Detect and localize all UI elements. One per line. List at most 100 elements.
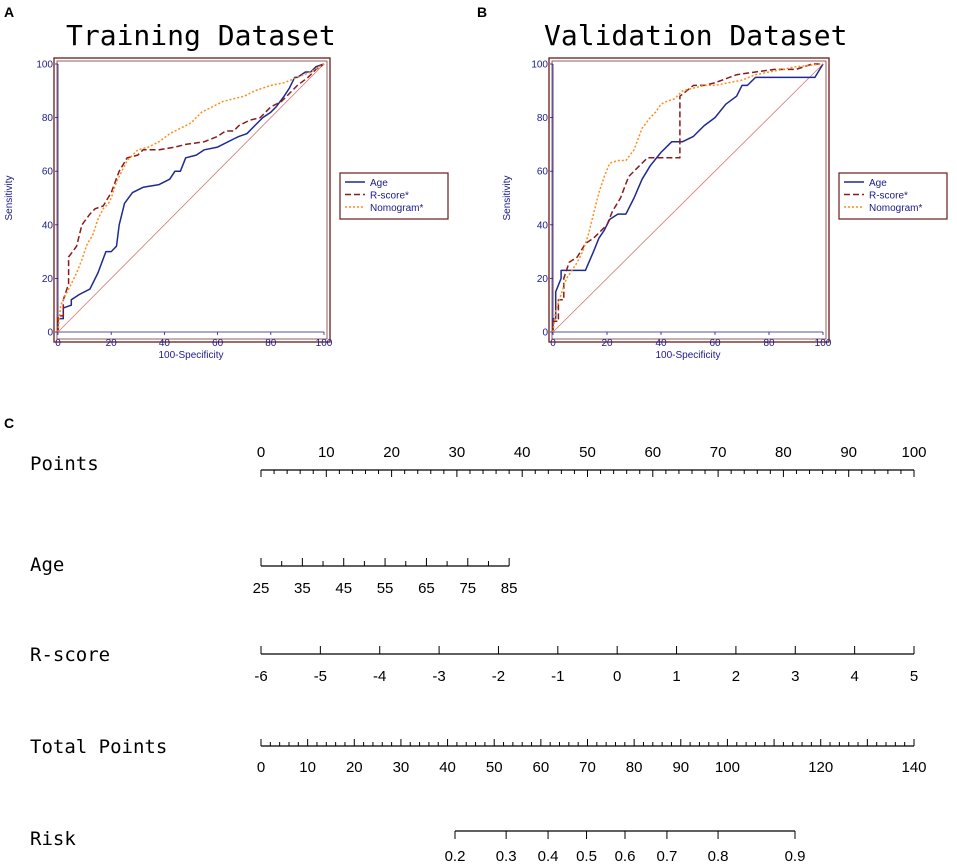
series-line-age [57,63,325,332]
y-tick-label: 60 [537,167,549,178]
x-axis-label: 100-Specificity [158,350,223,361]
plot-frame-inner [56,60,328,340]
y-tick-label: 80 [537,113,549,124]
legend-box [838,172,948,220]
panel-letter-a: A [4,4,14,20]
series-line-rscore [552,63,823,332]
series-line-reference [57,63,325,333]
tick-label: 50 [579,444,596,461]
legend-label: R-score* [869,191,908,202]
y-tick-label: 0 [542,328,548,339]
y-tick-label: 40 [42,220,54,231]
series-line-rscore [57,63,325,332]
row-label-points: Points [30,453,99,475]
x-tick-label: 100 [815,338,832,349]
y-tick-label: 100 [531,60,548,71]
row-label-r-score: R-score [30,644,110,666]
x-axis-label: 100-Specificity [655,350,720,361]
x-tick-label: 40 [159,338,171,349]
tick-label: 0.5 [576,848,597,865]
y-tick-label: 100 [36,60,53,71]
y-axis-label: Sensitivity [502,175,513,220]
tick-label: 0.3 [496,848,517,865]
tick-label: 4 [850,668,858,685]
tick-label: 120 [808,759,833,776]
tick-label: 10 [299,759,316,776]
x-tick-label: 20 [601,338,613,349]
tick-label: 0 [257,759,265,776]
chart-title: Validation Dataset [544,19,847,52]
series-line-age [552,63,824,332]
tick-label: -5 [314,668,327,685]
tick-label: 0.6 [615,848,636,865]
tick-label: 5 [910,668,918,685]
tick-label: 20 [383,444,400,461]
tick-label: 0 [257,444,265,461]
y-tick-label: 20 [537,274,549,285]
tick-label: 1 [672,668,680,685]
y-axis-label: Sensitivity [4,175,15,220]
tick-label: 55 [377,580,394,597]
tick-label: 30 [393,759,410,776]
tick-label: 50 [486,759,503,776]
tick-label: 0.7 [656,848,677,865]
legend-label: Nomogram* [370,203,423,214]
tick-label: -2 [492,668,505,685]
tick-label: -6 [254,668,267,685]
tick-label: 3 [791,668,799,685]
series-line-reference [552,63,824,333]
x-tick-label: 60 [212,338,224,349]
tick-label: 35 [294,580,311,597]
tick-label: 40 [514,444,531,461]
tick-label: 140 [901,759,926,776]
plot-frame-inner [551,60,827,340]
panel-letter-b: B [477,4,487,20]
tick-label: 75 [459,580,476,597]
chart-title: Training Dataset [66,19,336,52]
tick-label: 0 [613,668,621,685]
roc-chart-validation: Validation Dataset 0 20 40 60 80 100 0 20 40 60 80 1… [502,19,948,361]
tick-label: 40 [439,759,456,776]
series-line-nomogram [552,63,824,333]
row-label-total-points: Total Points [30,736,167,758]
tick-label: 100 [715,759,740,776]
tick-label: 25 [253,580,270,597]
y-tick-label: 60 [42,167,54,178]
series-line-nomogram [57,63,325,333]
tick-label: 0.9 [785,848,806,865]
tick-label: 90 [672,759,689,776]
legend-label: Age [869,178,887,189]
y-tick-label: 0 [47,328,53,339]
legend-label: Nomogram* [869,203,922,214]
tick-label: 0.4 [538,848,559,865]
tick-label: 70 [710,444,727,461]
x-tick-label: 0 [550,338,556,349]
tick-label: 0.2 [445,848,466,865]
tick-label: 0.8 [708,848,729,865]
y-tick-label: 80 [42,113,54,124]
x-tick-label: 80 [763,338,775,349]
tick-label: 30 [449,444,466,461]
tick-label: 60 [644,444,661,461]
tick-label: 45 [335,580,352,597]
row-label-age: Age [30,554,64,576]
legend-box [339,172,449,220]
tick-label: 80 [775,444,792,461]
x-tick-label: 80 [265,338,277,349]
legend-label: R-score* [370,191,409,202]
x-tick-label: 40 [655,338,667,349]
y-tick-label: 40 [537,220,549,231]
tick-label: 70 [579,759,596,776]
x-tick-label: 20 [106,338,118,349]
tick-label: -3 [432,668,445,685]
tick-label: 65 [418,580,435,597]
tick-label: 100 [901,444,926,461]
y-tick-label: 20 [42,274,54,285]
tick-label: -4 [373,668,386,685]
plot-frame [53,57,331,343]
tick-label: 85 [501,580,518,597]
tick-label: 80 [626,759,643,776]
legend-label: Age [370,178,388,189]
